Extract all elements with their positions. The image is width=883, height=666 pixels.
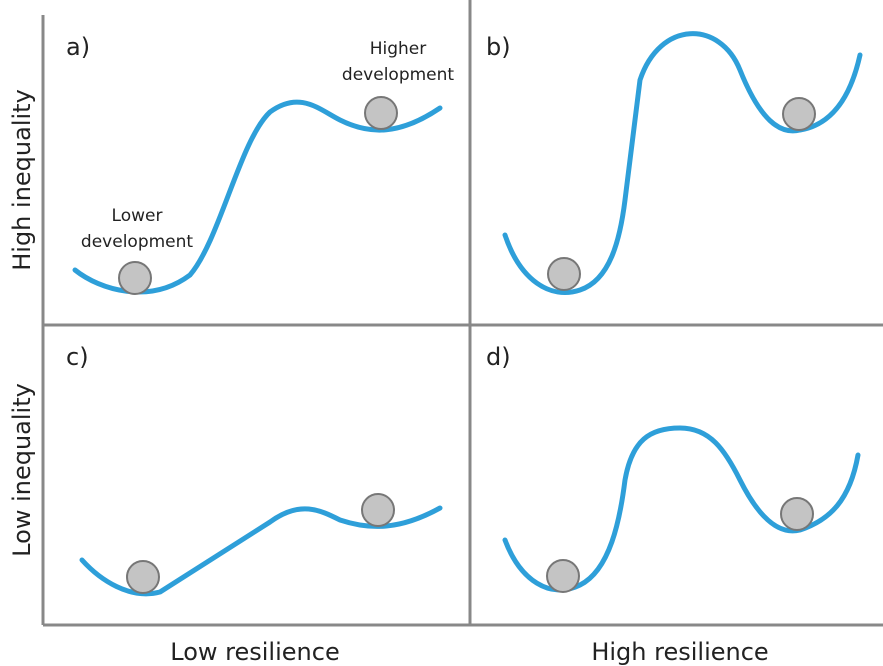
panel-label: d) <box>486 343 511 371</box>
ball <box>118 261 152 295</box>
ball <box>782 97 816 131</box>
landscape-curve <box>79 505 443 597</box>
annotation: development <box>81 232 193 252</box>
annotation: Lower <box>112 206 163 226</box>
ball <box>361 493 395 527</box>
landscape-curve <box>502 31 863 296</box>
landscape-curve <box>72 99 443 295</box>
annotation: development <box>342 65 454 85</box>
annotation: Higher <box>370 39 427 59</box>
ball <box>546 559 580 593</box>
ball <box>547 257 581 291</box>
x-label: High resilience <box>591 638 768 666</box>
ball <box>780 497 814 531</box>
panel-label: c) <box>66 343 89 371</box>
y-label: Low inequality <box>8 383 36 557</box>
ball <box>364 96 398 130</box>
x-label: Low resilience <box>170 638 339 666</box>
panel-label: b) <box>486 33 511 61</box>
y-label: High inequality <box>8 89 36 271</box>
ball <box>126 560 160 594</box>
panel-label: a) <box>66 33 90 61</box>
